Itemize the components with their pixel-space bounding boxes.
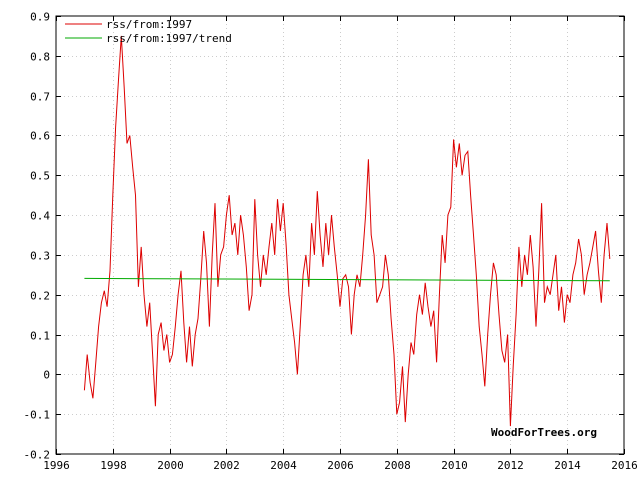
x-tick-label: 2012 (497, 459, 524, 472)
y-tick-label: 0.4 (30, 210, 50, 223)
y-tick-label: 0.5 (30, 170, 50, 183)
y-tick-label: -0.1 (24, 409, 51, 422)
x-tick-label: 2016 (611, 459, 638, 472)
y-tick-label: 0.3 (30, 250, 50, 263)
x-tick-label: 2010 (441, 459, 468, 472)
y-tick-label: 0 (43, 369, 50, 382)
y-tick-label: 0.8 (30, 51, 50, 64)
axis-ticks: -0.2 -0.1 0 0.1 0.2 0.3 0.4 0.5 0.6 0.7 0.8 0.9 1996… (24, 11, 638, 473)
y-tick-label: 0.1 (30, 330, 50, 343)
x-tick-label: 2006 (327, 459, 354, 472)
x-tick-label: 1996 (43, 459, 70, 472)
credit-label: WoodForTrees.org (491, 426, 597, 439)
x-tick-label: 2000 (157, 459, 184, 472)
y-tick-label: -0.2 (24, 449, 51, 462)
legend-label: rss/from:1997/trend (106, 32, 232, 45)
y-tick-label: 0.9 (30, 11, 50, 24)
series-line-trend (84, 277, 610, 282)
x-tick-label: 2008 (384, 459, 411, 472)
grid (56, 16, 624, 454)
legend-label: rss/from:1997 (106, 18, 192, 31)
y-tick-label: 0.2 (30, 290, 50, 303)
x-tick-label: 2004 (270, 459, 297, 472)
series-layer (83, 35, 611, 427)
y-tick-label: 0.6 (30, 130, 50, 143)
y-tick-label: 0.7 (30, 91, 50, 104)
series-line-rss (83, 35, 611, 427)
x-tick-label: 2002 (213, 459, 240, 472)
x-tick-label: 1998 (100, 459, 127, 472)
x-tick-label: 2014 (554, 459, 581, 472)
